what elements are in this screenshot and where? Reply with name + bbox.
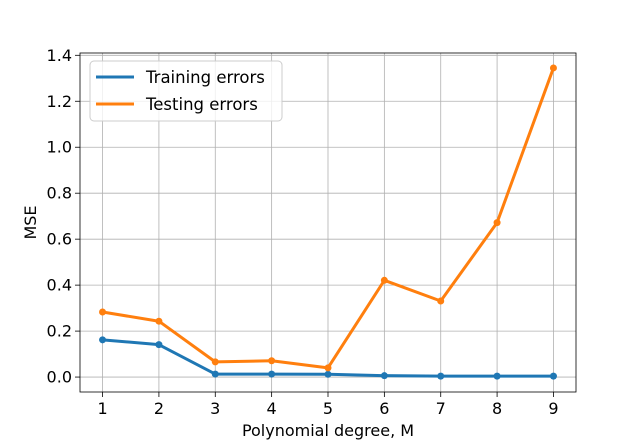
y-tick-label: 0.2	[47, 322, 72, 341]
series-layer	[99, 64, 557, 380]
y-tick-label: 1.0	[47, 138, 72, 157]
testing-errors-point	[211, 358, 219, 366]
x-tick-label: 2	[154, 399, 164, 418]
y-tick-label: 0.6	[47, 230, 72, 249]
y-axis-label: MSE	[21, 205, 40, 239]
x-tick-label: 3	[210, 399, 220, 418]
y-tick-label: 1.4	[47, 46, 72, 65]
training-errors-point	[324, 370, 332, 378]
training-errors-point	[380, 372, 388, 380]
training-errors-point	[437, 372, 445, 380]
training-errors-point	[211, 370, 219, 378]
testing-errors-point	[437, 297, 445, 305]
training-errors-point	[268, 370, 276, 378]
training-errors-point	[155, 341, 163, 349]
y-tick-label: 0.8	[47, 184, 72, 203]
x-tick-label: 4	[267, 399, 277, 418]
testing-errors-point	[549, 64, 557, 72]
legend: Training errors Testing errors	[89, 60, 283, 122]
training-errors-point	[549, 372, 557, 380]
legend-box	[89, 60, 283, 122]
testing-errors-point	[380, 276, 388, 284]
training-errors-legend-label: Training errors	[145, 68, 265, 87]
testing-errors-point	[99, 308, 107, 316]
testing-errors-point	[493, 219, 501, 227]
x-tick-label: 7	[436, 399, 446, 418]
y-tick-label: 1.2	[47, 92, 72, 111]
testing-errors-legend-label: Testing errors	[145, 95, 258, 114]
x-axis-label: Polynomial degree, M	[242, 421, 414, 440]
x-tick-label: 1	[97, 399, 107, 418]
x-tick-label: 5	[323, 399, 333, 418]
testing-errors-point	[268, 357, 276, 365]
x-tick-label: 9	[548, 399, 558, 418]
x-tick-label: 6	[379, 399, 389, 418]
testing-errors-point	[324, 364, 332, 372]
y-tick-label: 0.4	[47, 276, 72, 295]
y-tick-label: 0.0	[47, 368, 72, 387]
x-tick-label: 8	[492, 399, 502, 418]
training-errors-point	[99, 336, 107, 344]
testing-errors-point	[155, 317, 163, 325]
training-errors-point	[493, 372, 501, 380]
axis-ticks: 1 2 3 4 5 6 7 8 9 0.0 0.2 0.4 0.6 0.8 1.0 1.2 1.4	[47, 46, 559, 418]
